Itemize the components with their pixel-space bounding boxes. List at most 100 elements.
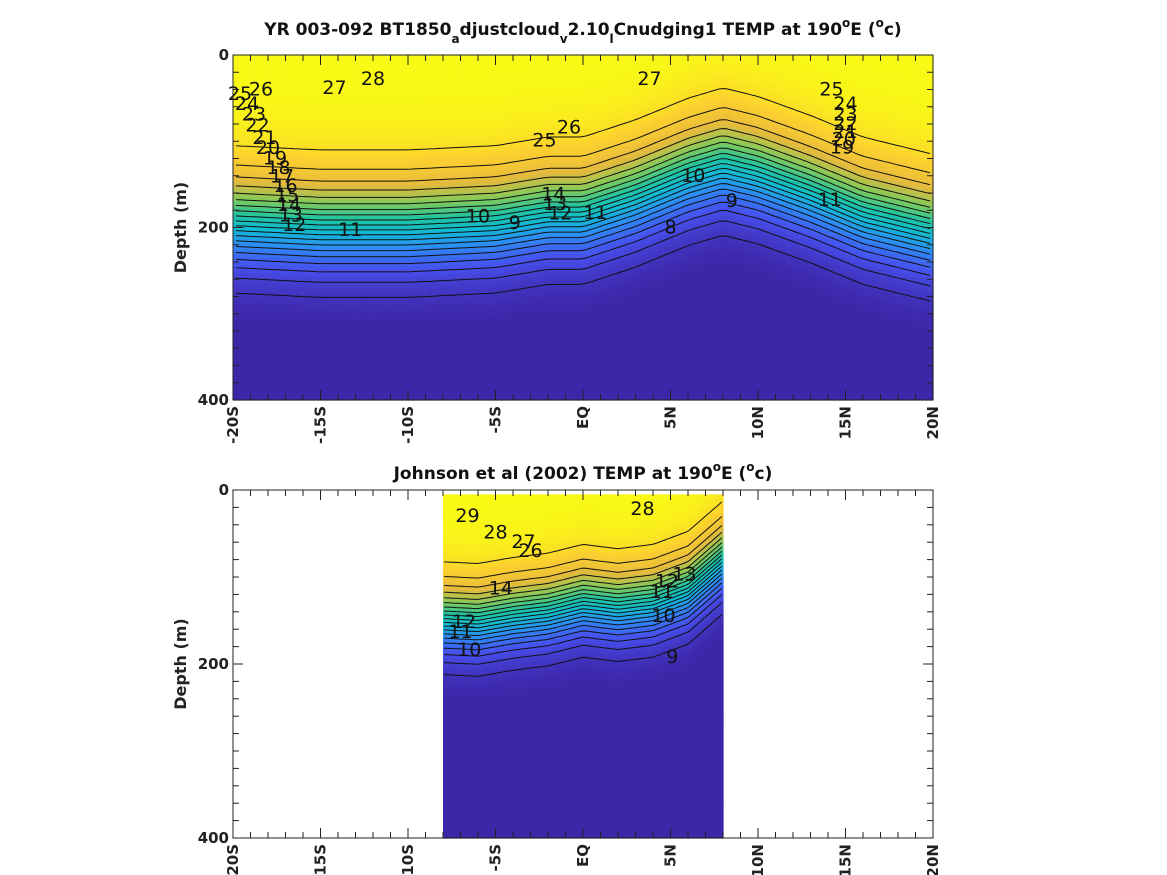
heat-cell <box>484 101 490 105</box>
heat-cell <box>239 139 245 143</box>
heat-cell <box>525 132 531 136</box>
heat-cell <box>641 59 647 63</box>
heat-cell <box>601 82 607 86</box>
heat-cell <box>326 208 332 212</box>
heat-cell <box>396 159 402 163</box>
heat-cell <box>338 55 344 59</box>
heat-cell <box>449 93 455 97</box>
heat-cell <box>641 151 647 155</box>
heat-cell <box>694 109 700 113</box>
heat-cell <box>904 189 910 193</box>
heat-cell <box>857 116 863 120</box>
heat-cell <box>857 78 863 82</box>
heat-cell <box>560 90 566 94</box>
heat-cell <box>326 63 332 67</box>
heat-cell <box>472 90 478 94</box>
heat-cell <box>717 74 723 78</box>
heat-cell <box>321 132 327 136</box>
heat-cell <box>426 113 432 117</box>
heat-cell <box>332 155 338 159</box>
heat-cell <box>478 155 484 159</box>
heat-cell <box>274 70 280 74</box>
heat-cell <box>612 113 618 117</box>
heat-cell <box>624 147 630 151</box>
heat-cell <box>297 128 303 132</box>
heat-cell <box>723 67 729 71</box>
heat-cell <box>391 185 397 189</box>
heat-cell <box>536 113 542 117</box>
heat-cell <box>496 185 502 189</box>
heat-cell <box>781 86 787 90</box>
heat-cell <box>449 78 455 82</box>
heat-cell <box>723 63 729 67</box>
heat-cell <box>245 159 251 163</box>
heat-cell <box>618 159 624 163</box>
heat-cell <box>700 97 706 101</box>
heat-cell <box>612 86 618 90</box>
heat-cell <box>262 67 268 71</box>
heat-cell <box>653 124 659 128</box>
heat-cell <box>455 113 461 117</box>
heat-cell <box>548 90 554 94</box>
heat-cell <box>367 93 373 97</box>
heat-cell <box>898 132 904 136</box>
heat-cell <box>875 143 881 147</box>
heat-cell <box>589 128 595 132</box>
heat-cell <box>332 208 338 212</box>
heat-cell <box>338 166 344 170</box>
heat-cell <box>332 70 338 74</box>
heat-cell <box>361 63 367 67</box>
heat-cell <box>566 147 572 151</box>
heat-cell <box>309 128 315 132</box>
heat-cell <box>315 174 321 178</box>
heat-cell <box>641 124 647 128</box>
heat-cell <box>344 105 350 109</box>
heat-cell <box>560 101 566 105</box>
heat-cell <box>437 113 443 117</box>
heat-cell <box>741 82 747 86</box>
heat-cell <box>706 208 712 212</box>
heat-cell <box>420 162 426 166</box>
heat-cell <box>472 67 478 71</box>
heat-cell <box>443 93 449 97</box>
heat-cell <box>869 151 875 155</box>
heat-cell <box>443 116 449 120</box>
heat-cell <box>507 166 513 170</box>
heat-cell <box>811 74 817 78</box>
heat-cell <box>723 90 729 94</box>
heat-cell <box>618 70 624 74</box>
heat-cell <box>898 113 904 117</box>
heat-cell <box>484 147 490 151</box>
heat-cell <box>373 170 379 174</box>
heat-cell <box>437 82 443 86</box>
heat-cell <box>793 136 799 140</box>
heat-cell <box>892 74 898 78</box>
heat-cell <box>274 116 280 120</box>
heat-cell <box>525 105 531 109</box>
heat-cell <box>262 212 268 216</box>
heat-cell <box>373 166 379 170</box>
heat-cell <box>519 124 525 128</box>
heat-cell <box>542 151 548 155</box>
heat-cell <box>513 55 519 59</box>
heat-cell <box>519 147 525 151</box>
heat-cell <box>472 93 478 97</box>
heat-cell <box>548 151 554 155</box>
heat-cell <box>612 159 618 163</box>
heat-cell <box>496 63 502 67</box>
heat-cell <box>921 78 927 82</box>
heat-cell <box>542 124 548 128</box>
heat-cell <box>478 151 484 155</box>
heat-cell <box>723 97 729 101</box>
heat-cell <box>367 124 373 128</box>
heat-cell <box>851 159 857 163</box>
heat-cell <box>717 124 723 128</box>
heat-cell <box>799 55 805 59</box>
heat-cell <box>233 124 239 128</box>
heat-cell <box>711 55 717 59</box>
heat-cell <box>735 78 741 82</box>
heat-cell <box>723 70 729 74</box>
heat-cell <box>589 166 595 170</box>
heat-cell <box>420 174 426 178</box>
heat-cell <box>612 97 618 101</box>
